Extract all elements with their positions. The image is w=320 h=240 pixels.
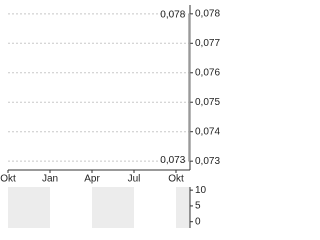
x-tick-label: Jul (128, 174, 141, 185)
volume-tick-label: 5 (195, 201, 201, 212)
value-label: 0,073 (160, 155, 185, 166)
band (92, 187, 134, 228)
chart: 0,073 0,074 0,075 0,076 0,077 0,078 Okt Jan Apr J… (0, 5, 220, 228)
y-tick-label: 0,077 (195, 38, 220, 49)
x-tick-label: Okt (0, 174, 16, 185)
y-tick-label: 0,078 (195, 8, 220, 19)
x-tick-label: Apr (84, 174, 100, 185)
x-tick-label: Okt (168, 174, 184, 185)
y-tick-label: 0,075 (195, 97, 220, 108)
volume-tick-label: 0 (195, 216, 201, 227)
band (176, 187, 190, 228)
x-tick-label: Jan (42, 174, 58, 185)
y-tick-label: 0,074 (195, 126, 220, 137)
band (8, 187, 50, 228)
y-tick-label: 0,073 (195, 156, 220, 167)
quarter-shading (8, 187, 190, 228)
volume-tick-label: 10 (195, 185, 207, 196)
value-label: 0,078 (160, 9, 185, 20)
y-tick-label: 0,076 (195, 67, 220, 78)
